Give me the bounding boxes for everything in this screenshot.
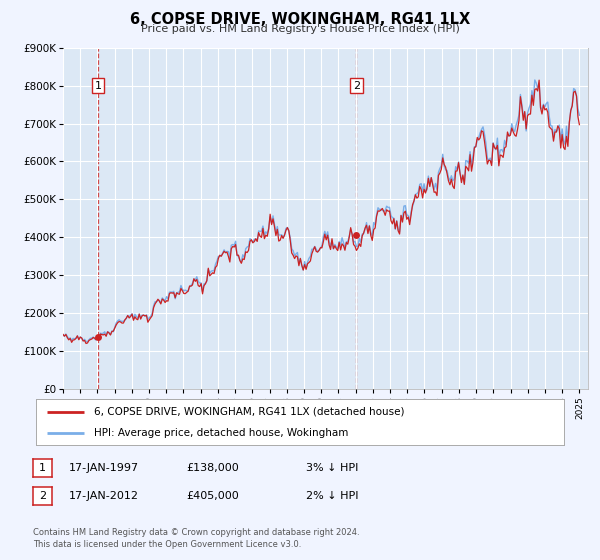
Text: 6, COPSE DRIVE, WOKINGHAM, RG41 1LX (detached house): 6, COPSE DRIVE, WOKINGHAM, RG41 1LX (det… xyxy=(94,407,404,417)
Text: 2: 2 xyxy=(353,81,360,91)
Text: HPI: Average price, detached house, Wokingham: HPI: Average price, detached house, Woki… xyxy=(94,428,349,438)
Text: Price paid vs. HM Land Registry's House Price Index (HPI): Price paid vs. HM Land Registry's House … xyxy=(140,24,460,34)
Text: £138,000: £138,000 xyxy=(186,463,239,473)
Text: 17-JAN-1997: 17-JAN-1997 xyxy=(69,463,139,473)
Text: 1: 1 xyxy=(95,81,101,91)
Text: Contains HM Land Registry data © Crown copyright and database right 2024.
This d: Contains HM Land Registry data © Crown c… xyxy=(33,528,359,549)
Text: 1: 1 xyxy=(39,463,46,473)
Text: 2% ↓ HPI: 2% ↓ HPI xyxy=(306,491,359,501)
Text: 17-JAN-2012: 17-JAN-2012 xyxy=(69,491,139,501)
Text: 2: 2 xyxy=(39,491,46,501)
Text: 3% ↓ HPI: 3% ↓ HPI xyxy=(306,463,358,473)
Text: 6, COPSE DRIVE, WOKINGHAM, RG41 1LX: 6, COPSE DRIVE, WOKINGHAM, RG41 1LX xyxy=(130,12,470,27)
Text: £405,000: £405,000 xyxy=(186,491,239,501)
